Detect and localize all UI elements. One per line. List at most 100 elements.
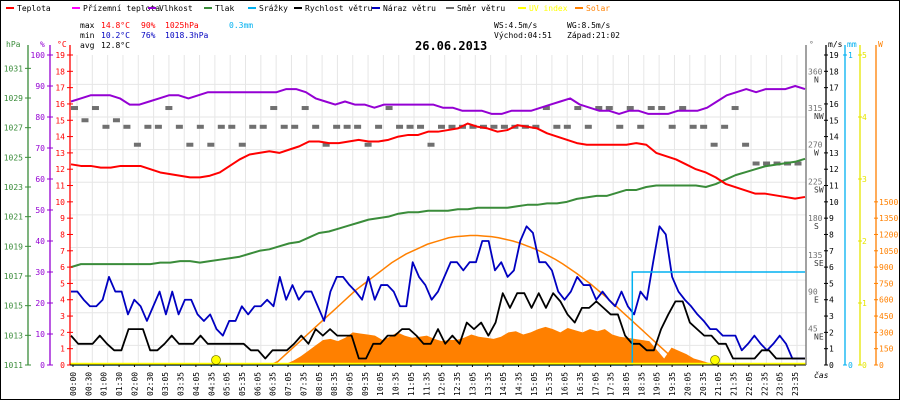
sunset-stat: Západ:21:02 <box>567 31 620 40</box>
x-tick-label: 10:35 <box>392 372 401 396</box>
humidity-tick-label: 70 <box>35 144 45 153</box>
wind-speed-tick-label: 17 <box>829 84 839 93</box>
wind-speed-tick-label: 5 <box>829 279 834 288</box>
wind-direction-mark <box>626 106 634 111</box>
legend-label: UV index <box>529 4 568 13</box>
wind-speed-tick-label: 3 <box>829 312 834 321</box>
humidity-axis-title: % <box>40 40 45 49</box>
x-tick-label: 04:05 <box>192 372 201 396</box>
x-tick-label: 13:35 <box>484 372 493 396</box>
direction-tick-label: 360 <box>808 67 823 76</box>
max-rain: 0.3mm <box>229 21 253 30</box>
x-tick-label: 22:05 <box>745 372 754 396</box>
wind-direction-mark <box>312 124 320 129</box>
direction-tick-label: 270 <box>808 141 823 150</box>
temperature-tick-label: 19 <box>55 51 65 60</box>
x-tick-label: 18:35 <box>637 372 646 396</box>
legend-swatch <box>518 7 526 9</box>
x-tick-label: 02:30 <box>146 372 155 396</box>
wind-direction-mark <box>448 124 456 129</box>
temperature-axis-title: °C <box>57 40 67 49</box>
uv-tick-label: 0 <box>862 361 867 370</box>
wind-speed-tick-label: 19 <box>829 51 839 60</box>
pressure-tick-label: 1025 <box>4 153 23 162</box>
humidity-tick-label: 20 <box>35 299 45 308</box>
wind-speed-stat: WS:4.5m/s <box>494 21 538 30</box>
x-tick-label: 17:35 <box>607 372 616 396</box>
x-tick-label: 05:35 <box>238 372 247 396</box>
avg-label: avg <box>80 41 95 50</box>
uv-tick-label: 4 <box>862 113 867 122</box>
wind-direction-mark <box>144 124 152 129</box>
x-tick-label: 11:05 <box>407 372 416 396</box>
direction-compass-label: E <box>814 296 819 305</box>
x-tick-label: 07:05 <box>284 372 293 396</box>
humidity-tick-label: 50 <box>35 206 45 215</box>
pressure-line <box>70 157 806 269</box>
temperature-tick-label: 10 <box>55 198 65 207</box>
wind-speed-tick-label: 1 <box>829 345 834 354</box>
wind-direction-mark <box>301 106 309 111</box>
min-humidity: 76% <box>141 31 156 40</box>
legend-label: Srážky <box>259 4 288 13</box>
x-tick-label: 10:05 <box>376 372 385 396</box>
wind-direction-mark <box>427 142 435 147</box>
wind-direction-mark <box>186 142 194 147</box>
x-tick-label: 21:35 <box>730 372 739 396</box>
wind-direction-mark <box>217 124 225 129</box>
pressure-tick-label: 1023 <box>4 183 23 192</box>
wind-direction-mark <box>542 106 550 111</box>
x-tick-label: 05:05 <box>223 372 232 396</box>
x-tick-label: 04:35 <box>207 372 216 396</box>
pressure-tick-label: 1017 <box>4 272 23 281</box>
solar-tick-label: 1350 <box>879 214 898 223</box>
direction-compass-label: NW <box>814 112 824 121</box>
legend-swatch <box>72 7 80 9</box>
wind-speed-tick-label: 7 <box>829 247 834 256</box>
wind-direction-mark <box>259 124 267 129</box>
max-humidity: 90% <box>141 21 156 30</box>
humidity-tick-label: 60 <box>35 175 45 184</box>
temperature-tick-label: 14 <box>55 133 65 142</box>
humidity-tick-label: 100 <box>31 51 46 60</box>
x-axis: 00:00 00:30 01:00 01:30 02:00 02:30 03:05 03:35… <box>69 365 800 396</box>
temperature-tick-label: 3 <box>60 312 65 321</box>
sunrise-stat: Východ:04:51 <box>494 31 552 40</box>
humidity-tick-label: 0 <box>40 361 45 370</box>
x-tick-label: 23:05 <box>776 372 785 396</box>
solar-axis-title: W <box>878 40 883 49</box>
legend-label: Tlak <box>215 4 234 13</box>
pressure-tick-label: 1013 <box>4 331 23 340</box>
wind-direction-mark <box>175 124 183 129</box>
pressure-tick-label: 1019 <box>4 242 23 251</box>
temperature-tick-label: 18 <box>55 67 65 76</box>
rain-tick-label: 1 <box>848 51 853 60</box>
wind-direction-mark <box>91 106 99 111</box>
direction-axis-title: ° <box>809 40 814 49</box>
temperature-tick-label: 8 <box>60 230 65 239</box>
direction-compass-label: S <box>814 222 819 231</box>
wind-direction-mark <box>763 161 771 166</box>
rain-tick-label: 0 <box>848 361 853 370</box>
stats-block: max 14.8°C 90% 1025hPa 0.3mm min 10.2°C … <box>80 21 620 50</box>
x-tick-label: 15:05 <box>530 372 539 396</box>
x-tick-label: 01:30 <box>115 372 124 396</box>
temperature-line <box>70 122 806 200</box>
pressure-tick-label: 1021 <box>4 213 23 222</box>
wind-direction-mark <box>133 142 141 147</box>
x-tick-label: 19:05 <box>653 372 662 396</box>
direction-compass-label: SE <box>814 259 824 268</box>
direction-tick-label: 135 <box>808 251 823 260</box>
x-tick-label: 09:35 <box>361 372 370 396</box>
wind-speed-tick-label: 8 <box>829 230 834 239</box>
wind-direction-mark <box>207 142 215 147</box>
pressure-tick-label: 1015 <box>4 302 23 311</box>
x-tick-label: 06:35 <box>269 372 278 396</box>
wind-speed-tick-label: 4 <box>829 296 834 305</box>
wind-direction-mark <box>249 124 257 129</box>
x-tick-label: 00:00 <box>69 372 78 396</box>
wind-direction-mark <box>794 161 802 166</box>
humidity-tick-label: 10 <box>35 330 45 339</box>
direction-compass-label: SW <box>814 185 824 194</box>
